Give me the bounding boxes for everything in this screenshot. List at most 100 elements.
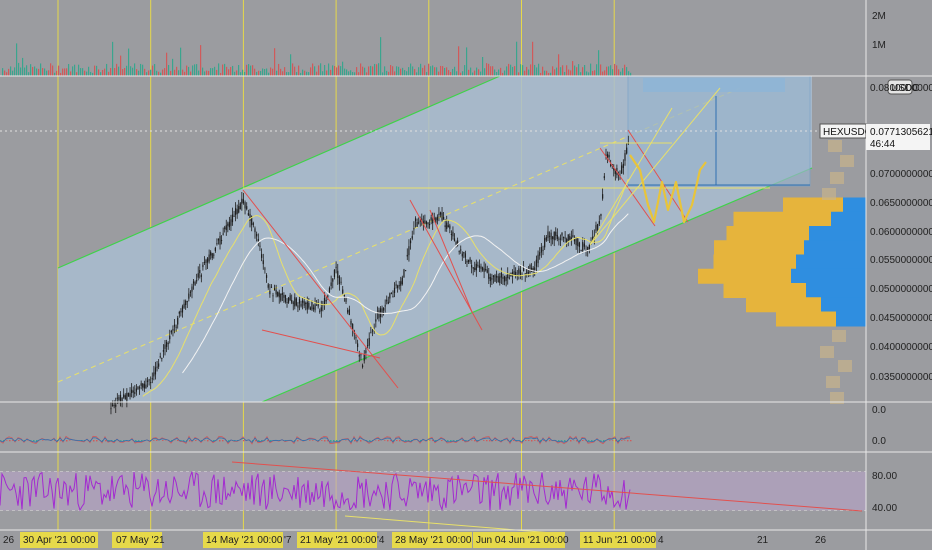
- volume-bar: [440, 65, 442, 76]
- volume-bar: [128, 48, 130, 76]
- volume-bar: [78, 64, 80, 76]
- volume-bar: [290, 54, 292, 76]
- volume-bar: [130, 66, 132, 76]
- macd-histogram-bar: [336, 440, 338, 442]
- volume-bar: [114, 68, 116, 76]
- time-axis[interactable]: 26 30 Apr '21 00:00 07 May '21 14 May '2…: [3, 532, 827, 548]
- volume-bar: [460, 72, 462, 76]
- moving-average-fast: [142, 179, 629, 397]
- macd-histogram-bar: [123, 440, 125, 441]
- volume-bar: [62, 68, 64, 76]
- volume-bar: [12, 70, 14, 76]
- volume-profile-faint-2: [830, 172, 844, 184]
- volume-bar: [268, 72, 270, 76]
- time-label-bg-3: [203, 532, 283, 548]
- fan-line-upper: [589, 87, 721, 246]
- volume-bar: [136, 69, 138, 76]
- candle-body: [227, 223, 229, 226]
- candle-body: [314, 304, 316, 311]
- candle-body: [518, 268, 520, 274]
- volume-bar: [430, 66, 432, 76]
- currency-badge[interactable]: [887, 79, 913, 95]
- volume-bar: [236, 70, 238, 76]
- volume-bar: [400, 68, 402, 76]
- price-axis[interactable]: USDC HEXUSDC 0.0771305621 46:44 0.080000…: [819, 79, 932, 383]
- candle-body: [267, 284, 269, 288]
- candle-body: [132, 390, 134, 393]
- macd-histogram-bar: [543, 440, 545, 441]
- candle-body: [325, 299, 327, 302]
- candle-body: [425, 221, 428, 225]
- volume-bar: [558, 54, 560, 76]
- volume-bar: [462, 71, 464, 76]
- volume-bar: [496, 71, 498, 76]
- candle-body: [503, 276, 506, 282]
- macd-histogram-bar: [603, 440, 605, 442]
- candle-body: [544, 238, 546, 248]
- volume-profile-down-7: [821, 297, 866, 313]
- volume-bar: [612, 69, 614, 76]
- macd-histogram-bar: [312, 440, 314, 441]
- volume-bar: [260, 70, 262, 76]
- volume-bar: [442, 66, 444, 76]
- volume-bar: [340, 66, 342, 76]
- volume-bar: [498, 69, 500, 76]
- candle-body: [605, 154, 607, 156]
- volume-bar: [360, 63, 362, 76]
- macd-histogram-bar: [195, 440, 197, 442]
- candle-body: [578, 242, 581, 248]
- time-label-9: 21: [757, 535, 769, 546]
- price-projection-path: [629, 154, 707, 224]
- time-label-bg-5: [392, 532, 472, 548]
- volume-bar: [328, 63, 330, 76]
- volume-bar: [24, 67, 26, 76]
- volume-bar: [438, 71, 440, 76]
- volume-bar: [210, 68, 212, 76]
- macd-histogram-bar: [432, 440, 434, 442]
- volume-bar: [48, 70, 50, 76]
- volume-bar: [280, 68, 282, 76]
- volume-bar: [32, 66, 34, 76]
- candle-body: [383, 308, 385, 311]
- candle-body: [540, 247, 542, 253]
- volume-bar: [88, 66, 90, 76]
- candle-body: [365, 350, 367, 353]
- volume-bar: [494, 69, 496, 76]
- volume-profile-faint-0: [828, 140, 842, 152]
- macd-histogram-bar: [138, 440, 140, 441]
- volume-bar: [28, 72, 30, 76]
- volume-profile-up-7: [746, 297, 821, 313]
- candle-body: [559, 238, 562, 240]
- volume-bar: [226, 66, 228, 76]
- volume-bar: [54, 72, 56, 76]
- macd-histogram-bar: [441, 440, 443, 442]
- candle-body: [443, 216, 445, 220]
- candle-body: [140, 383, 142, 386]
- time-label-bg-1: [20, 532, 98, 548]
- candle-body: [196, 280, 198, 282]
- candle-body: [558, 238, 560, 240]
- candle-body: [392, 296, 394, 298]
- candle-body: [191, 286, 193, 292]
- candle-body: [409, 240, 412, 244]
- time-label-partial-0: '7: [284, 535, 292, 546]
- macd-histogram-bar: [228, 440, 230, 442]
- candle-body: [148, 379, 150, 381]
- volume-profile-up-5: [698, 268, 791, 284]
- macd-histogram-bar: [525, 440, 527, 441]
- volume-bar: [94, 65, 96, 76]
- volume-bar: [14, 67, 16, 76]
- candle-body: [328, 287, 331, 293]
- macd-histogram-bar: [354, 440, 356, 442]
- candle-body: [403, 269, 405, 278]
- volume-bar: [350, 70, 352, 76]
- macd-histogram-bar: [576, 440, 578, 442]
- candle-body: [513, 270, 515, 275]
- macd-histogram-bar: [600, 440, 602, 441]
- candle-body: [598, 221, 600, 224]
- volume-bar: [450, 72, 452, 76]
- volume-bar: [502, 72, 504, 76]
- volume-bar: [376, 64, 378, 76]
